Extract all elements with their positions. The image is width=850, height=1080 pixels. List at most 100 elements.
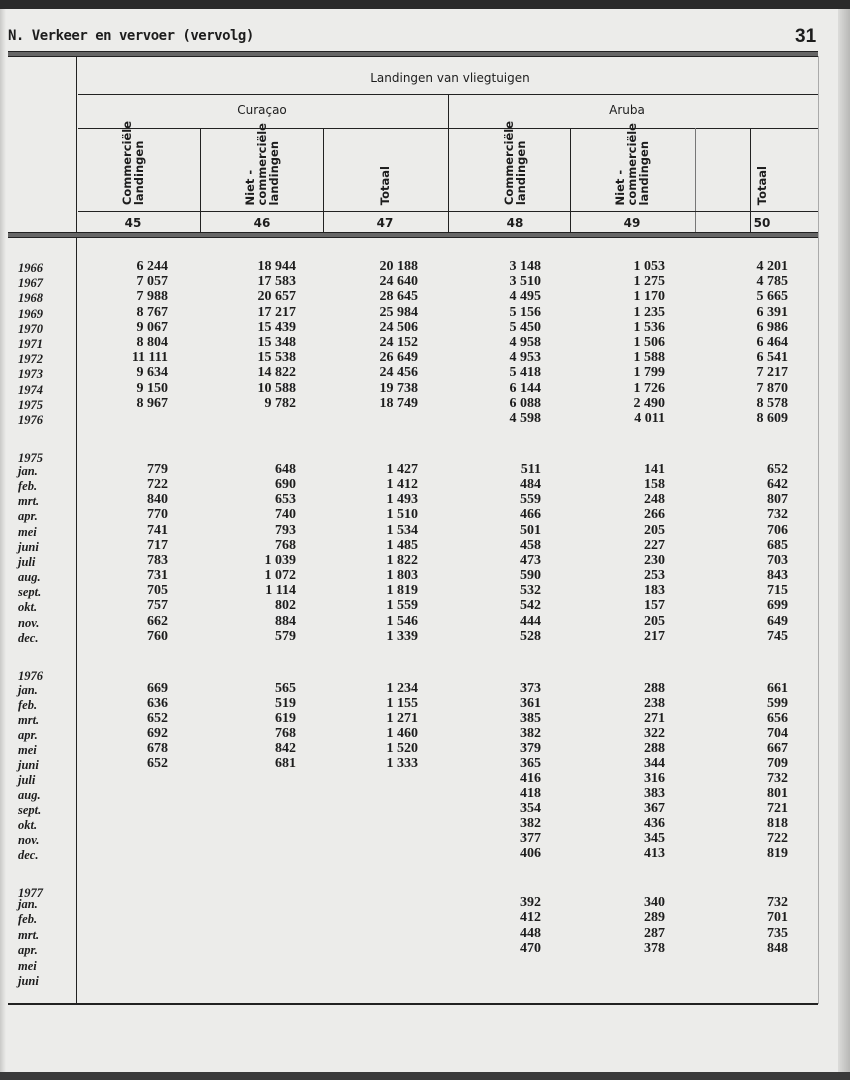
group-curacao: Curaçao	[237, 103, 287, 117]
column-header-line: landingen	[132, 140, 146, 205]
table-cell: 5 665	[756, 289, 789, 305]
table-cell: 7 870	[756, 380, 789, 396]
table-cell: 18 749	[379, 395, 419, 411]
table-cell: 1 234	[386, 681, 419, 696]
table-cell: 741	[147, 522, 168, 538]
table-cell: 1 275	[633, 274, 666, 290]
table-cell: 10 588	[257, 380, 297, 396]
column-header: Niet - commerciële landingen	[243, 123, 281, 205]
table-cell: 26 649	[379, 350, 419, 366]
row-label: feb.	[18, 912, 38, 927]
table-cell: 705	[147, 583, 168, 599]
table-cell: 413	[644, 846, 665, 861]
row-label: apr.	[18, 728, 38, 742]
table-cell: 1 803	[386, 568, 419, 584]
table-cell: 416	[520, 771, 541, 786]
page-number: 31	[795, 26, 817, 47]
scan-top-edge	[0, 0, 850, 9]
table-cell: 11 111	[131, 350, 168, 366]
table-cell: 735	[767, 925, 788, 941]
table-cell: 6 144	[509, 380, 542, 396]
table-cell: 1 235	[633, 304, 666, 320]
table-cell: 1 536	[633, 319, 666, 335]
table-cell: 25 984	[379, 304, 419, 320]
section-heading: 1975	[18, 451, 43, 465]
section-heading: 1976	[18, 669, 43, 683]
table-cell: 4 495	[509, 289, 542, 305]
table-cell: 656	[767, 711, 788, 726]
table-cell: 1 726	[633, 380, 666, 396]
table-cell: 392	[520, 895, 541, 910]
table-cell: 28 645	[379, 289, 419, 305]
table-cell: 619	[275, 711, 296, 726]
table-cell: 183	[644, 583, 665, 599]
table-cell: 1 072	[264, 568, 297, 584]
table-cell: 722	[147, 477, 168, 493]
table-cell: 652	[767, 462, 788, 477]
row-label: mrt.	[18, 927, 40, 942]
table-cell: 4 598	[509, 411, 542, 426]
table-cell: 884	[275, 613, 296, 629]
table-cell: 4 011	[634, 411, 665, 426]
table-cell: 642	[767, 477, 788, 493]
table-cell: 652	[147, 756, 168, 771]
table-cell: 717	[147, 537, 168, 553]
table-cell: 818	[767, 816, 788, 831]
group-aruba: Aruba	[609, 103, 645, 117]
table-cell: 466	[520, 507, 541, 523]
table-cell: 757	[147, 598, 168, 614]
table-cell: 590	[520, 568, 541, 584]
table-cell: 1 485	[386, 537, 419, 553]
row-label: okt.	[18, 600, 38, 615]
table-cell: 3 510	[509, 274, 542, 290]
table-cell: 1 155	[386, 696, 419, 711]
column-header-line: Totaal	[755, 165, 769, 205]
col-divider	[570, 128, 571, 236]
row-label: jan.	[18, 897, 38, 911]
row-label: jan.	[18, 464, 38, 478]
scan-bottom-edge	[0, 1072, 850, 1080]
table-cell: 379	[520, 741, 541, 756]
table-cell: 722	[767, 831, 788, 846]
table-cell: 14 822	[257, 365, 297, 381]
table-cell: 365	[520, 756, 541, 771]
table-cell: 271	[644, 711, 665, 726]
bottom-rule	[8, 1003, 818, 1005]
table-cell: 15 439	[257, 319, 297, 335]
right-divider	[818, 56, 819, 1004]
table-cell: 4 201	[756, 259, 789, 274]
table-cell: 1 333	[386, 756, 419, 771]
row-label: 1975	[18, 397, 43, 412]
row-label: 1972	[18, 352, 43, 367]
group-divider	[448, 94, 449, 236]
column-header: Niet - commerciële landingen	[613, 123, 651, 205]
table-cell: 699	[767, 598, 788, 614]
table-cell: 1 510	[386, 507, 419, 523]
table-cell: 473	[520, 552, 541, 568]
column-number: 46	[253, 216, 271, 230]
row-label: sept.	[18, 585, 42, 600]
table-cell: 385	[520, 711, 541, 726]
table-cell: 15 538	[257, 350, 297, 366]
table-cell: 24 506	[379, 319, 419, 335]
row-label: 1970	[18, 321, 43, 336]
table-cell: 1 822	[386, 552, 419, 568]
table-cell: 406	[520, 846, 541, 861]
table-cell: 141	[644, 462, 665, 477]
table-cell: 542	[520, 598, 541, 614]
table-cell: 732	[767, 771, 788, 786]
table-cell: 205	[644, 613, 665, 629]
table-cell: 678	[147, 741, 168, 756]
table-cell: 288	[644, 741, 665, 756]
table-cell: 565	[275, 681, 296, 696]
table-cell: 382	[520, 816, 541, 831]
table-cell: 704	[767, 726, 788, 741]
row-label: apr.	[18, 943, 38, 958]
column-header-line: landingen	[514, 140, 528, 205]
table-cell: 801	[767, 786, 788, 801]
table-cell: 732	[767, 895, 788, 910]
table-cell: 6 088	[509, 395, 542, 411]
row-label: dec.	[18, 848, 39, 862]
table-cell: 715	[767, 583, 788, 599]
table-cell: 7 057	[136, 274, 169, 290]
